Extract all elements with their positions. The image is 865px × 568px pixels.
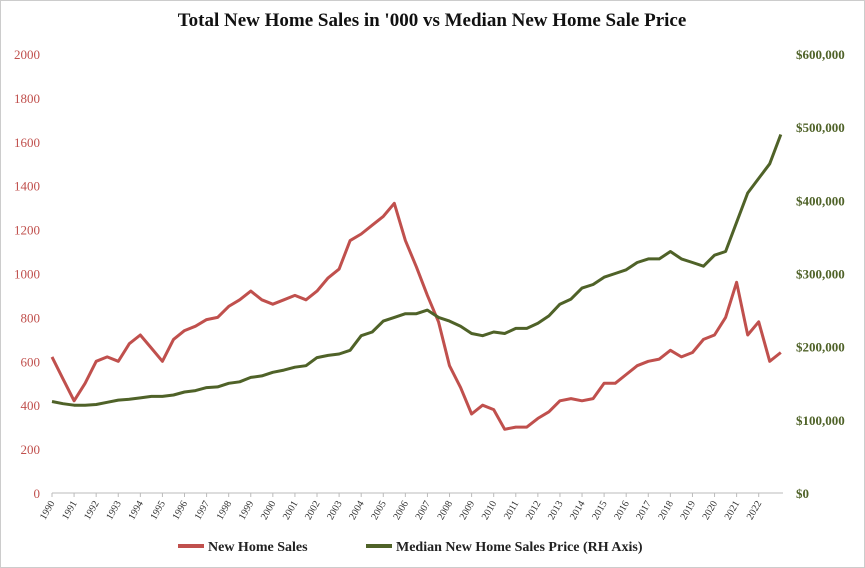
y-tick-label: 1800 xyxy=(14,91,40,106)
legend-item: New Home Sales xyxy=(178,540,308,555)
y-tick-label: 1600 xyxy=(14,135,40,150)
y2-tick-label: $0 xyxy=(796,486,809,501)
y-tick-label: 200 xyxy=(21,442,41,457)
y-tick-label: 2000 xyxy=(14,47,40,62)
y-tick-label: 1400 xyxy=(14,179,40,194)
y-tick-label: 1000 xyxy=(14,267,40,282)
legend-label: New Home Sales xyxy=(208,540,308,555)
y2-tick-label: $500,000 xyxy=(796,120,845,135)
legend-item: Median New Home Sales Price (RH Axis) xyxy=(366,540,643,555)
y-tick-label: 1200 xyxy=(14,223,40,238)
y2-tick-label: $300,000 xyxy=(796,267,845,282)
y2-tick-label: $100,000 xyxy=(796,413,845,428)
y-tick-label: 800 xyxy=(21,310,41,325)
y-tick-label: 0 xyxy=(34,486,41,501)
legend-label: Median New Home Sales Price (RH Axis) xyxy=(396,540,643,555)
y-tick-label: 400 xyxy=(21,398,41,413)
y2-tick-label: $600,000 xyxy=(796,47,845,62)
y2-tick-label: $200,000 xyxy=(796,340,845,355)
y2-tick-label: $400,000 xyxy=(796,193,845,208)
y-tick-label: 600 xyxy=(21,354,41,369)
series-line xyxy=(51,133,783,407)
chart-title: Total New Home Sales in '000 vs Median N… xyxy=(178,10,687,31)
series-line xyxy=(50,201,782,431)
